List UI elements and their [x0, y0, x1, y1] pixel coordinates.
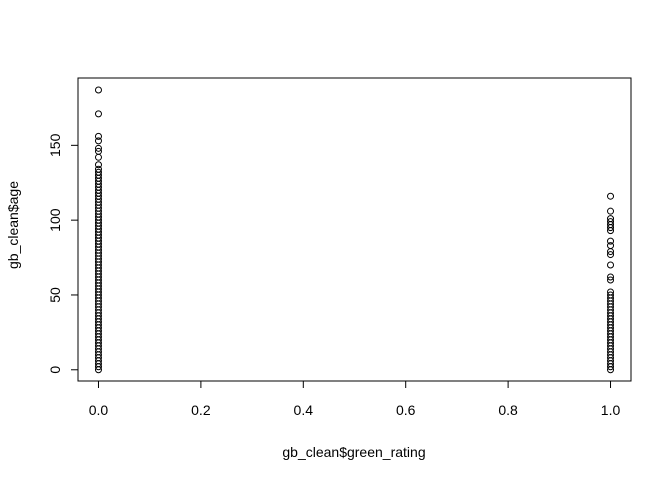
x-tick-label: 0.2 [191, 402, 211, 418]
y-tick-label: 0 [47, 366, 63, 374]
data-point [607, 273, 615, 281]
data-point [94, 110, 102, 118]
x-tick-label: 0.8 [498, 402, 518, 418]
data-point [607, 224, 615, 232]
data-point [94, 153, 102, 161]
data-points [94, 86, 615, 374]
x-tick-label: 0.4 [294, 402, 314, 418]
data-point [607, 242, 615, 250]
data-point [607, 207, 615, 215]
data-point [94, 363, 102, 371]
data-point [607, 237, 615, 245]
data-point [607, 363, 615, 371]
data-point [607, 227, 615, 235]
data-point [607, 248, 615, 256]
data-point [607, 192, 615, 200]
y-tick-label: 150 [47, 133, 63, 157]
data-point [94, 137, 102, 145]
y-tick-label: 50 [47, 287, 63, 303]
y-tick-label: 100 [47, 208, 63, 232]
data-point [607, 276, 615, 284]
x-tick-label: 0.0 [89, 402, 109, 418]
plot-frame [77, 77, 632, 382]
data-point [94, 132, 102, 140]
data-point [607, 251, 615, 259]
data-point [607, 261, 615, 269]
data-point [94, 144, 102, 152]
x-tick-label: 1.0 [601, 402, 621, 418]
x-tick-label: 0.6 [396, 402, 416, 418]
data-point [607, 366, 615, 374]
data-point [94, 161, 102, 169]
axes: 0.0 0.2 0.4 0.6 0.8 1.0 0 50 100 150 [47, 133, 620, 418]
y-axis-title: gb_clean$age [5, 181, 21, 269]
data-point [94, 366, 102, 374]
data-point [94, 86, 102, 94]
x-axis-title: gb_clean$green_rating [282, 444, 425, 460]
